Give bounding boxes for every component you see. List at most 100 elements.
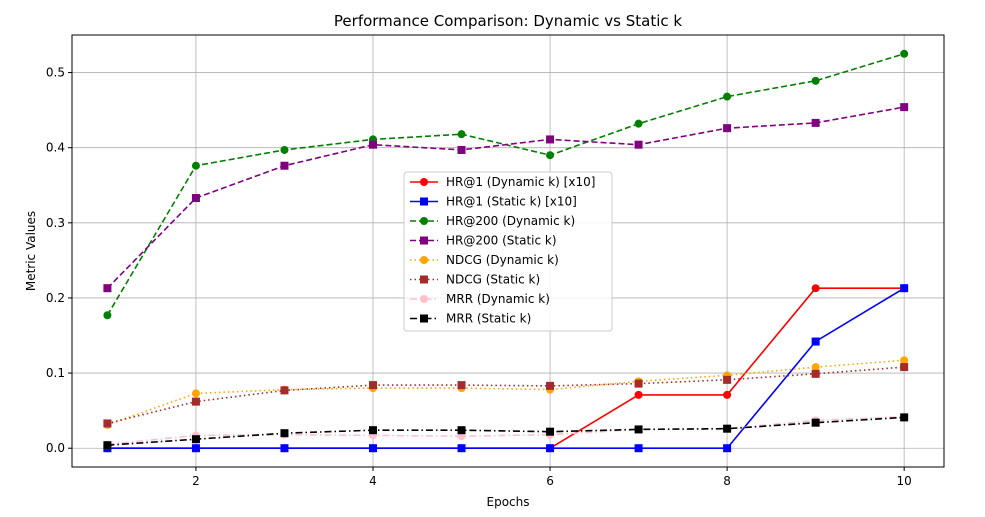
legend-swatch-marker [420, 295, 428, 303]
data-point [811, 363, 820, 372]
data-point [546, 135, 555, 144]
legend-item: HR@1 (Dynamic k) [x10] [410, 175, 595, 189]
data-point [103, 284, 112, 293]
series-line [107, 359, 905, 426]
data-point [546, 444, 555, 453]
legend-swatch-marker [420, 236, 428, 245]
data-point [191, 389, 200, 398]
y-tick-label: 0.5 [46, 66, 65, 80]
data-point [457, 444, 466, 453]
data-point [191, 397, 200, 406]
data-point [634, 444, 643, 453]
data-point [368, 140, 377, 149]
legend-box [403, 171, 613, 332]
data-point [280, 386, 289, 395]
legend-item: NDCG (Dynamic k) [410, 253, 559, 267]
chart-title: Performance Comparison: Dynamic vs Stati… [334, 12, 682, 30]
data-point [723, 444, 732, 453]
data-point [811, 369, 820, 378]
data-point [634, 379, 643, 388]
data-point [900, 103, 909, 112]
series-line [106, 106, 905, 289]
data-point [723, 124, 732, 133]
data-point [811, 118, 820, 127]
data-point [634, 119, 643, 128]
data-point [811, 284, 820, 293]
series-line [107, 416, 905, 446]
data-point [280, 145, 289, 154]
series-line [107, 366, 905, 425]
legend-item: MRR (Static k) [410, 312, 531, 326]
data-point [900, 284, 909, 293]
y-axis-label: Metric Values [24, 211, 38, 291]
data-point [368, 444, 377, 453]
data-point [634, 390, 643, 399]
y-tick-label: 0.4 [46, 141, 65, 155]
data-point [457, 426, 466, 435]
data-point [811, 337, 820, 346]
legend-swatch-marker [420, 256, 428, 264]
legend-label: HR@200 (Dynamic k) [446, 214, 575, 228]
legend-item: HR@200 (Dynamic k) [410, 214, 575, 228]
plot-frame [71, 34, 945, 468]
data-point [280, 429, 289, 438]
data-point [103, 441, 112, 450]
legend-item: MRR (Dynamic k) [410, 292, 550, 306]
data-point [191, 444, 200, 453]
x-axis-label: Epochs [487, 495, 530, 509]
legend-label: HR@1 (Static k) [x10] [446, 195, 577, 209]
legend-swatch-marker [420, 314, 428, 323]
data-point [457, 432, 466, 441]
y-tick-label: 0.2 [46, 291, 65, 305]
legend-item: NDCG (Static k) [410, 273, 540, 287]
series-4 [103, 103, 909, 293]
x-tick-label: 6 [546, 474, 554, 488]
data-point [723, 375, 732, 384]
series-5 [103, 356, 909, 429]
data-point [103, 419, 112, 428]
data-point [900, 363, 909, 372]
data-point [900, 49, 909, 58]
data-point [546, 151, 555, 160]
data-point [723, 390, 732, 399]
series-6 [103, 363, 909, 428]
data-point [368, 381, 377, 390]
ticks: 2 4 6 8 10 0.0 0.1 0.2 0.3 0.4 0.5 [46, 66, 912, 488]
legend-swatch-marker [420, 178, 428, 186]
data-point [546, 427, 555, 436]
x-tick-label: 2 [192, 474, 200, 488]
series-8 [103, 413, 909, 450]
series-line [107, 415, 905, 446]
legend-label: NDCG (Dynamic k) [446, 253, 559, 267]
legend-label: MRR (Static k) [446, 312, 531, 326]
legend-swatch-marker [420, 275, 428, 284]
data-point [634, 425, 643, 434]
legend-swatch-marker [420, 217, 428, 225]
x-tick-label: 8 [723, 474, 731, 488]
data-point [723, 424, 732, 433]
legend-item: HR@1 (Static k) [x10] [410, 195, 577, 209]
x-tick-label: 4 [369, 474, 377, 488]
series-2 [103, 284, 909, 453]
x-tick-label: 10 [897, 474, 912, 488]
data-point [280, 161, 289, 170]
series-line [107, 287, 905, 450]
y-tick-label: 0.3 [46, 216, 65, 230]
y-tick-label: 0.1 [46, 366, 65, 380]
data-point [811, 76, 820, 85]
data-point [280, 444, 289, 453]
y-tick-label: 0.0 [46, 441, 65, 455]
data-point [368, 426, 377, 435]
data-point [457, 381, 466, 390]
legend-label: MRR (Dynamic k) [446, 292, 550, 306]
legend-item: HR@200 (Static k) [410, 234, 557, 248]
legend-label: NDCG (Static k) [446, 273, 540, 287]
legend: HR@1 (Dynamic k) [x10] HR@1 (Static k) [x… [403, 171, 613, 332]
legend-label: HR@1 (Dynamic k) [x10] [446, 175, 595, 189]
data-point [634, 140, 643, 149]
data-point [191, 435, 200, 444]
series-layer [103, 49, 909, 453]
data-point [900, 413, 909, 422]
data-point [457, 145, 466, 154]
